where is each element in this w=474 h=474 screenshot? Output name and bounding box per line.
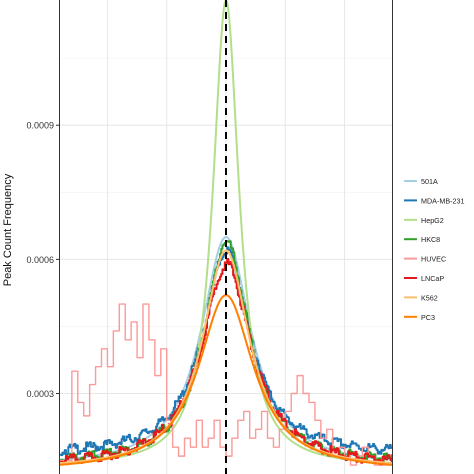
- legend-item: PC3: [404, 313, 435, 322]
- axes: 0.0003 0.0006 0.0009: [26, 0, 393, 474]
- legend-item: HUVEC: [404, 255, 446, 264]
- legend-label: K562: [421, 293, 438, 302]
- series-line-k562: [59, 249, 393, 465]
- grid: [60, 0, 392, 474]
- y-axis-label: Peak Count Frequency: [2, 173, 14, 287]
- legend-item: 501A: [404, 177, 438, 186]
- y-tick-label: 0.0009: [26, 121, 54, 131]
- y-tick-label: 0.0006: [26, 255, 54, 265]
- series-line-pc3: [59, 294, 393, 466]
- legend-label: LNCaP: [421, 274, 444, 283]
- legend-item: MDA-MB-231: [404, 196, 465, 205]
- legend: 501A MDA-MB-231 HepG2 HKC8 HUVEC LNCaP K562 PC3: [404, 177, 465, 322]
- legend-label: HKC8: [421, 235, 440, 244]
- legend-item: K562: [404, 293, 438, 302]
- y-tick-label: 0.0003: [26, 389, 54, 399]
- legend-label: HepG2: [421, 216, 444, 225]
- legend-item: HKC8: [404, 235, 440, 244]
- legend-label: MDA-MB-231: [421, 196, 465, 205]
- legend-item: LNCaP: [404, 274, 444, 283]
- series-line-lncap: [60, 258, 393, 466]
- legend-label: PC3: [421, 313, 435, 322]
- legend-label: HUVEC: [421, 255, 446, 264]
- legend-item: HepG2: [404, 216, 444, 225]
- legend-label: 501A: [421, 177, 438, 186]
